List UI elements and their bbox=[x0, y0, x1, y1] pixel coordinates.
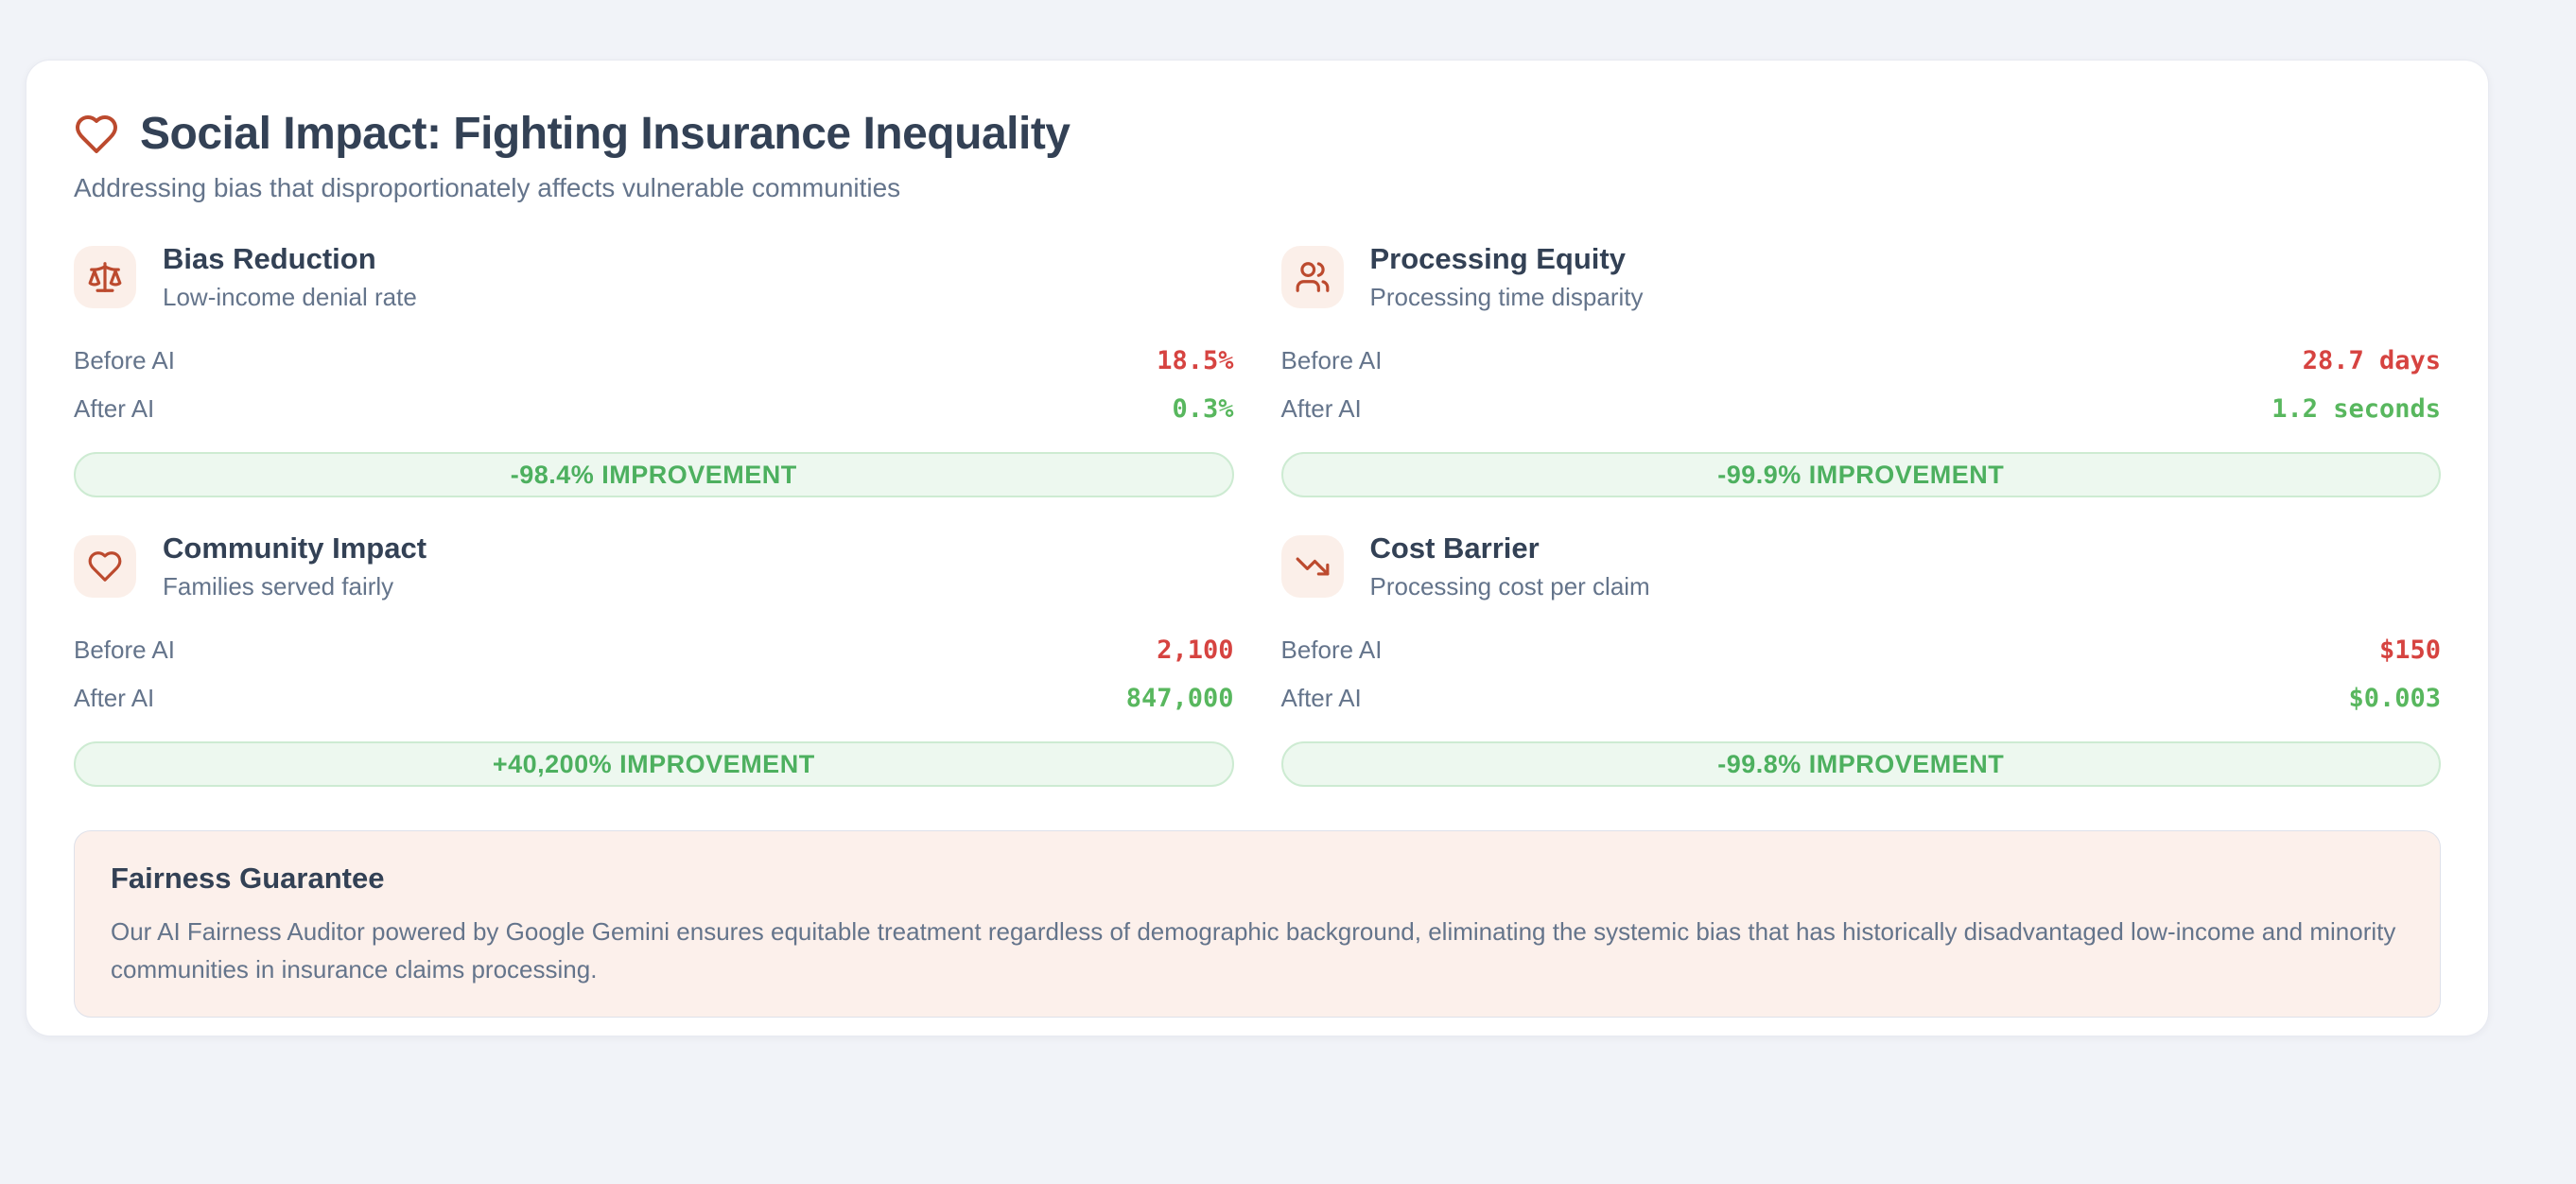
after-row: After AI 1.2 seconds bbox=[1281, 394, 2442, 424]
metric-header: Community Impact Families served fairly bbox=[74, 531, 1234, 601]
metric-header: Processing Equity Processing time dispar… bbox=[1280, 242, 2442, 312]
after-label: After AI bbox=[1280, 394, 1362, 423]
after-value: 0.3% bbox=[1172, 394, 1234, 424]
metric-card-processing-equity: Processing Equity Processing time dispar… bbox=[1280, 242, 2442, 497]
after-row: After AI 0.3% bbox=[74, 394, 1234, 424]
before-label: Before AI bbox=[74, 346, 175, 374]
before-label: Before AI bbox=[1280, 636, 1383, 664]
before-label: Before AI bbox=[1280, 346, 1383, 374]
after-value: $0.003 bbox=[2348, 684, 2441, 713]
page-title: Social Impact: Fighting Insurance Inequa… bbox=[140, 109, 1070, 159]
fairness-title: Fairness Guarantee bbox=[111, 862, 385, 895]
metric-icon-box bbox=[1280, 246, 1344, 308]
scale-icon bbox=[88, 262, 122, 292]
metric-header: Cost Barrier Processing cost per claim bbox=[1280, 531, 2442, 601]
after-label: After AI bbox=[74, 684, 155, 712]
social-impact-card: Social Impact: Fighting Insurance Inequa… bbox=[26, 60, 2489, 1036]
heart-icon bbox=[76, 115, 117, 153]
before-value: 2,100 bbox=[1157, 636, 1234, 665]
trending-down-icon bbox=[1296, 557, 1329, 576]
before-row: Before AI 18.5% bbox=[74, 346, 1234, 375]
before-row: Before AI 28.7 days bbox=[1281, 346, 2442, 375]
metric-title: Cost Barrier bbox=[1369, 531, 1540, 565]
metric-header: Bias Reduction Low-income denial rate bbox=[74, 242, 1234, 312]
heart-icon bbox=[88, 551, 122, 582]
metric-subtitle: Processing cost per claim bbox=[1369, 572, 1650, 601]
metric-subtitle: Low-income denial rate bbox=[163, 283, 417, 311]
after-row: After AI $0.003 bbox=[1281, 684, 2442, 713]
fairness-body: Our AI Fairness Auditor powered by Googl… bbox=[111, 917, 2396, 984]
after-value: 847,000 bbox=[1125, 684, 1234, 713]
before-value: 18.5% bbox=[1157, 346, 1234, 375]
metric-card-cost-barrier: Cost Barrier Processing cost per claim B… bbox=[1280, 531, 2442, 787]
before-row: Before AI 2,100 bbox=[74, 636, 1234, 665]
metrics-grid: Bias Reduction Low-income denial rate Be… bbox=[74, 242, 2441, 787]
metric-icon-box bbox=[74, 246, 136, 308]
metric-icon-box bbox=[74, 535, 136, 598]
page-header: Social Impact: Fighting Insurance Inequa… bbox=[74, 108, 2441, 161]
after-row: After AI 847,000 bbox=[74, 684, 1234, 713]
improvement-badge: +40,200% IMPROVEMENT bbox=[74, 741, 1234, 787]
fairness-guarantee-panel: Fairness Guarantee Our AI Fairness Audit… bbox=[74, 830, 2441, 1018]
users-icon bbox=[1296, 262, 1329, 292]
metric-subtitle: Families served fairly bbox=[163, 572, 394, 601]
metric-icon-box bbox=[1280, 535, 1344, 598]
after-value: 1.2 seconds bbox=[2271, 394, 2441, 424]
after-label: After AI bbox=[74, 394, 155, 423]
metric-card-bias-reduction: Bias Reduction Low-income denial rate Be… bbox=[74, 242, 1234, 497]
improvement-badge: -99.9% IMPROVEMENT bbox=[1280, 452, 2441, 497]
page-subtitle: Addressing bias that disproportionately … bbox=[74, 173, 901, 202]
before-value: 28.7 days bbox=[2302, 346, 2441, 375]
metric-title: Community Impact bbox=[163, 531, 427, 565]
metric-title: Bias Reduction bbox=[163, 242, 376, 275]
metric-title: Processing Equity bbox=[1369, 242, 1626, 275]
before-value: $150 bbox=[2378, 636, 2441, 665]
before-row: Before AI $150 bbox=[1281, 636, 2442, 665]
improvement-badge: -98.4% IMPROVEMENT bbox=[74, 452, 1234, 497]
before-label: Before AI bbox=[74, 636, 175, 664]
improvement-badge: -99.8% IMPROVEMENT bbox=[1280, 741, 2441, 787]
metric-card-community-impact: Community Impact Families served fairly … bbox=[74, 531, 1234, 787]
metric-subtitle: Processing time disparity bbox=[1369, 283, 1644, 311]
after-label: After AI bbox=[1280, 684, 1362, 712]
